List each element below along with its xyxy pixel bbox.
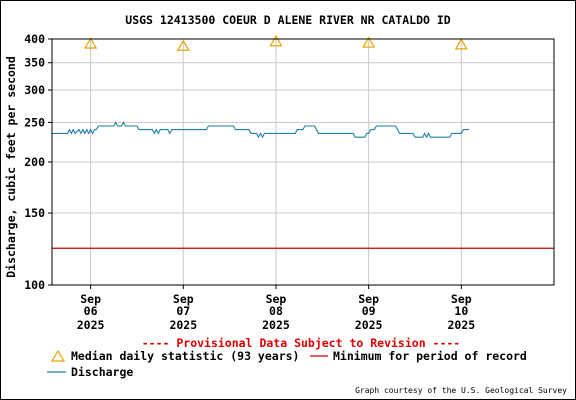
legend-median-marker — [50, 349, 66, 362]
median-marker — [362, 36, 376, 48]
legend-median-label: Median daily statistic (93 years) — [71, 349, 299, 363]
legend-minimum-label: Minimum for period of record — [333, 349, 527, 363]
x-tick-label-year: 2025 — [77, 318, 105, 332]
y-tick-label: 150 — [24, 206, 45, 220]
x-tick-label-year: 2025 — [262, 318, 290, 332]
median-marker — [269, 35, 283, 47]
x-tick-label-year: 2025 — [355, 318, 383, 332]
legend: Median daily statistic (93 years) Minimu… — [47, 349, 527, 379]
median-marker — [84, 37, 98, 49]
chart-title: USGS 12413500 COEUR D ALENE RIVER NR CAT… — [125, 13, 450, 27]
y-tick-label: 350 — [24, 56, 45, 70]
y-tick-label: 400 — [24, 32, 45, 46]
x-tick-label-year: 2025 — [447, 318, 475, 332]
x-tick-label-month: Sep — [173, 292, 194, 306]
y-axis-label: Discharge, cubic feet per second — [4, 56, 18, 278]
axis-ticks: 100150200250300350400Sep062025Sep072025S… — [24, 32, 475, 332]
x-tick-label-day: 06 — [84, 304, 98, 318]
x-tick-label-year: 2025 — [169, 318, 197, 332]
y-tick-label: 300 — [24, 83, 45, 97]
x-tick-label-day: 10 — [454, 304, 468, 318]
graph-credit: Graph courtesy of the U.S. Geological Su… — [355, 386, 567, 395]
x-tick-label-day: 07 — [176, 304, 190, 318]
x-tick-label-month: Sep — [358, 292, 379, 306]
series-layer — [52, 35, 554, 249]
x-tick-label-day: 08 — [269, 304, 283, 318]
x-tick-label-month: Sep — [451, 292, 472, 306]
y-tick-label: 250 — [24, 115, 45, 129]
x-tick-label-day: 09 — [362, 304, 376, 318]
median-marker — [176, 39, 190, 51]
x-tick-label-month: Sep — [80, 292, 101, 306]
discharge-series-line — [52, 121, 469, 139]
legend-discharge-label: Discharge — [71, 365, 133, 379]
y-tick-label: 100 — [24, 278, 45, 292]
plot-area-border — [51, 38, 555, 286]
provisional-notice: ---- Provisional Data Subject to Revisio… — [142, 336, 461, 350]
x-tick-label-month: Sep — [266, 292, 287, 306]
y-tick-label: 200 — [24, 155, 45, 169]
median-marker — [454, 38, 468, 50]
